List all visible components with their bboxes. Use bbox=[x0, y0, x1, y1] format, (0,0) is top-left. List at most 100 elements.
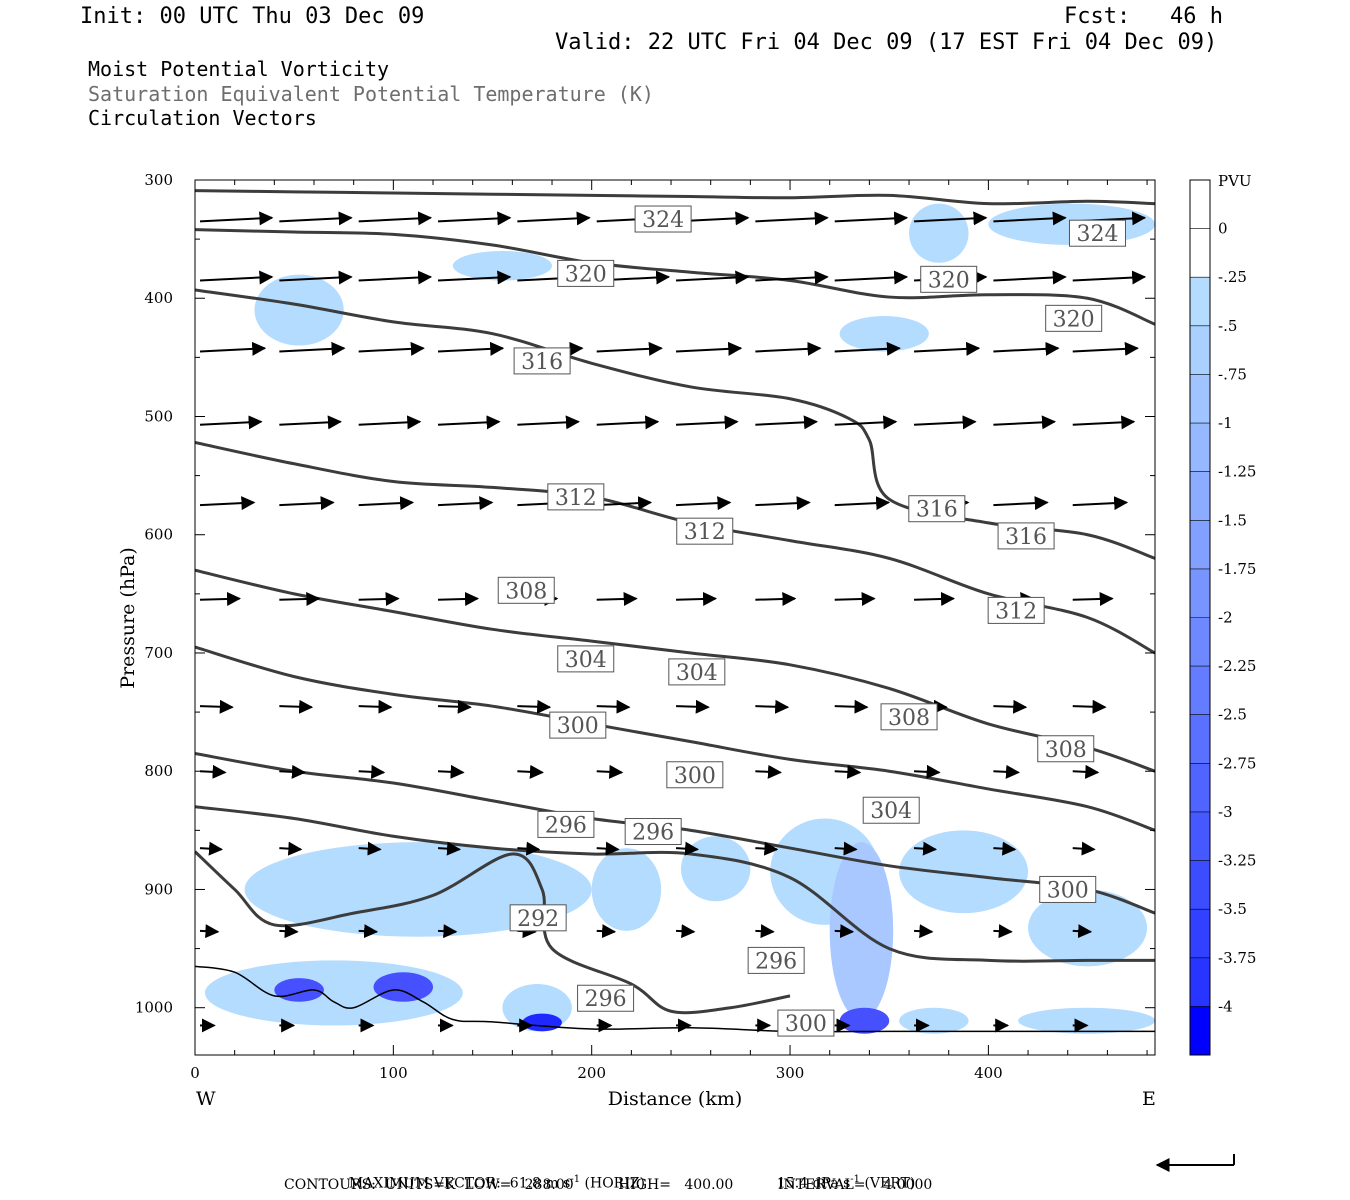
vector-8-9 bbox=[913, 841, 938, 856]
contour-label-text: 304 bbox=[565, 648, 607, 673]
y-tick-label: 400 bbox=[144, 289, 173, 307]
vector-5-1 bbox=[279, 591, 321, 606]
vector-7-2 bbox=[358, 764, 386, 779]
contour-label-16: 304 bbox=[862, 796, 920, 824]
vector-8-4 bbox=[517, 841, 541, 856]
vector-5-3 bbox=[437, 591, 480, 606]
theta-e-contour-324 bbox=[195, 189, 1155, 206]
vector-5-5 bbox=[596, 591, 638, 606]
contour-label-3: 320 bbox=[920, 265, 978, 293]
vector-0-3 bbox=[437, 211, 512, 226]
vector-5-0 bbox=[199, 591, 241, 606]
vector-0-2 bbox=[358, 211, 433, 226]
colorbar-box-6 bbox=[1190, 471, 1210, 521]
y-tick-label: 500 bbox=[144, 407, 173, 425]
colorbar-box-3 bbox=[1190, 325, 1210, 375]
vector-8-3 bbox=[437, 841, 462, 856]
contour-label-6: 316 bbox=[908, 495, 966, 523]
colorbar-box-14 bbox=[1190, 860, 1210, 910]
mpv-region-1 bbox=[452, 250, 553, 281]
vector-8-2 bbox=[358, 841, 382, 856]
y-axis-title: Pressure (hPa) bbox=[117, 547, 139, 689]
vert-label: (VERT) bbox=[864, 1175, 916, 1192]
colorbar-label: -1.25 bbox=[1218, 463, 1256, 481]
west-label: W bbox=[196, 1088, 216, 1110]
contour-label-text: 324 bbox=[1076, 222, 1118, 247]
contour-label-box bbox=[997, 522, 1055, 550]
vector-9-1 bbox=[279, 924, 299, 939]
contour-label-text: 320 bbox=[565, 262, 607, 287]
contour-label-13: 308 bbox=[1037, 735, 1095, 763]
colorbar-box-13 bbox=[1190, 811, 1210, 861]
vector-0-8 bbox=[834, 211, 909, 226]
vector-7-8 bbox=[834, 764, 862, 779]
x-tick-label: 0 bbox=[190, 1064, 200, 1082]
colorbar-box-0 bbox=[1190, 180, 1210, 229]
exp-2: -1 bbox=[850, 1174, 861, 1185]
theta-e-contour-300 bbox=[195, 752, 1155, 915]
colorbar-box-17 bbox=[1190, 1006, 1210, 1055]
vector-5-2 bbox=[358, 591, 400, 606]
contour-label-text: 300 bbox=[557, 714, 599, 739]
vector-4-8 bbox=[834, 496, 891, 511]
contour-label-text: 300 bbox=[1047, 878, 1089, 903]
contour-label-24: 296 bbox=[577, 984, 635, 1012]
y-tick-label: 800 bbox=[144, 762, 173, 780]
vector-8-7 bbox=[755, 841, 779, 856]
colorbar-title: PVU bbox=[1218, 172, 1252, 190]
mpv-region-20 bbox=[1018, 1007, 1155, 1034]
east-label: E bbox=[1142, 1088, 1156, 1110]
vector-1-2 bbox=[358, 270, 433, 285]
vector-1-10 bbox=[993, 270, 1067, 285]
vector-7-3 bbox=[437, 764, 465, 779]
contour-label-20: 300 bbox=[777, 1009, 835, 1037]
vector-7-4 bbox=[517, 764, 544, 779]
colorbar-label: -.5 bbox=[1218, 317, 1237, 335]
vector-6-6 bbox=[676, 699, 710, 714]
y-tick-label: 700 bbox=[144, 644, 173, 662]
exp-1: -1 bbox=[570, 1174, 581, 1185]
vector-7-11 bbox=[1072, 764, 1100, 779]
vector-3-5 bbox=[596, 415, 660, 430]
contour-label-text: 296 bbox=[545, 813, 587, 838]
field-thetae-label: Saturation Equivalent Potential Temperat… bbox=[88, 82, 654, 106]
contour-label-text: 312 bbox=[995, 599, 1037, 624]
colorbar-box-8 bbox=[1190, 568, 1210, 618]
vector-3-8 bbox=[834, 415, 898, 430]
x-tick-label: 200 bbox=[577, 1064, 606, 1082]
contour-label-box bbox=[1068, 219, 1126, 247]
vector-7-7 bbox=[755, 764, 782, 779]
contour-label-text: 308 bbox=[505, 579, 547, 604]
vector-5-7 bbox=[755, 591, 797, 606]
theta-e-contour-304 bbox=[195, 645, 1155, 832]
contour-label-box bbox=[676, 517, 734, 545]
vector-0-9 bbox=[913, 211, 988, 226]
vector-9-2 bbox=[358, 924, 379, 939]
contour-label-text: 320 bbox=[928, 268, 970, 293]
vector-9-9 bbox=[913, 924, 934, 939]
colorbar-label: -3 bbox=[1218, 803, 1233, 821]
vector-1-0 bbox=[199, 270, 274, 285]
contour-label-7: 316 bbox=[997, 522, 1055, 550]
vector-3-7 bbox=[755, 415, 818, 430]
contour-label-2: 320 bbox=[557, 259, 615, 287]
field-vectors-label: Circulation Vectors bbox=[88, 106, 317, 130]
contour-label-box bbox=[1045, 304, 1103, 332]
colorbar-label: -2.5 bbox=[1218, 706, 1247, 724]
vector-0-10 bbox=[993, 211, 1067, 226]
vector-2-11 bbox=[1072, 341, 1139, 356]
contour-label-box bbox=[547, 483, 605, 511]
colorbar-box-7 bbox=[1190, 520, 1210, 569]
vector-6-10 bbox=[993, 699, 1028, 714]
contour-label-text: 296 bbox=[755, 949, 797, 974]
colorbar-label: -.25 bbox=[1218, 268, 1247, 286]
contour-label-10: 312 bbox=[987, 596, 1045, 624]
vector-4-0 bbox=[199, 496, 256, 511]
contour-label-25: 292 bbox=[509, 904, 567, 932]
contour-label-box bbox=[634, 205, 692, 233]
vector-8-5 bbox=[596, 841, 620, 856]
contour-label-box bbox=[862, 796, 920, 824]
mpv-region-0 bbox=[254, 274, 344, 346]
contour-label-text: 304 bbox=[870, 799, 912, 824]
